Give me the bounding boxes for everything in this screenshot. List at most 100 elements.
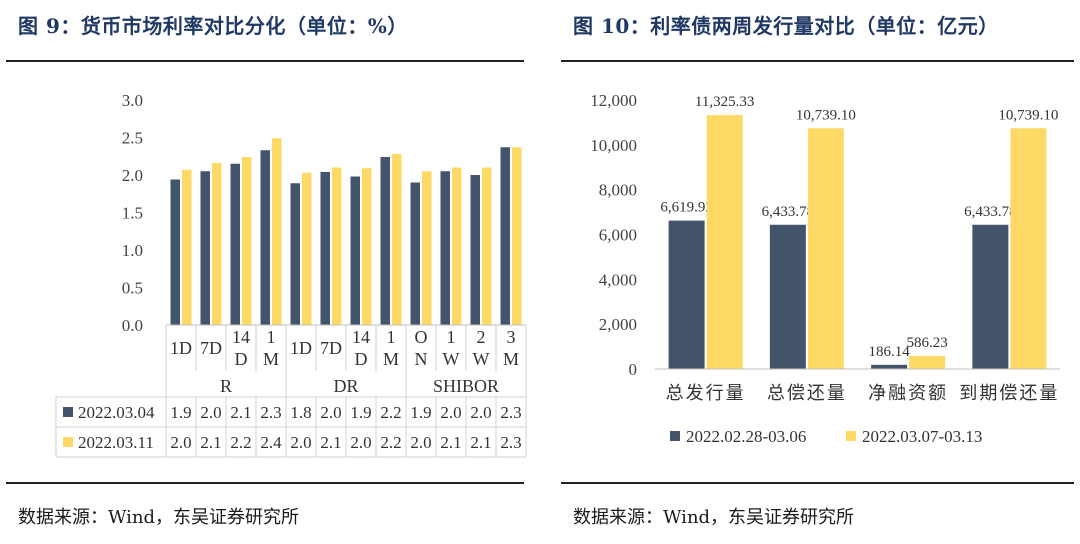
- left-panel: 图 9：货币市场利率对比分化（单位：%） 0.0 0.5 1.0 1.5 2.0 2.5 3…: [0, 0, 530, 544]
- bar-2022.03.04-7: [380, 157, 390, 325]
- y-tick-label: 0.0: [122, 316, 143, 335]
- table-value: 2.3: [260, 403, 281, 422]
- category-label: W: [443, 349, 460, 369]
- bar-2022.03.07-03.13-0: [706, 115, 743, 369]
- y-tick-label: 3.0: [122, 91, 143, 110]
- table-series-name: 2022.03.11: [78, 433, 154, 452]
- table-value: 1.9: [410, 403, 431, 422]
- right-panel: 图 10：利率债两周发行量对比（单位：亿元） 0 2,000 4,000 6,000 8…: [555, 0, 1080, 544]
- data-label: 11,325.33: [695, 94, 754, 110]
- bar-2022.03.11-1: [212, 163, 222, 325]
- left-figure-title: 图 9：货币市场利率对比分化（单位：%）: [18, 14, 408, 38]
- bar-2022.02.28-03.06-2: [871, 364, 908, 369]
- legend-swatch-2022.03.11: [63, 437, 73, 447]
- table-value: 2.0: [440, 403, 461, 422]
- table-value: 2.1: [440, 433, 461, 452]
- data-label: 586.23: [907, 335, 948, 351]
- table-value: 2.0: [470, 403, 491, 422]
- category-label: D: [355, 349, 368, 369]
- right-figure-title: 图 10：利率债两周发行量对比（单位：亿元）: [573, 14, 999, 38]
- table-value: 2.0: [290, 433, 311, 452]
- group-label-SHIBOR: SHIBOR: [433, 376, 499, 396]
- right-source-note: 数据来源：Wind，东吴证券研究所: [573, 507, 855, 528]
- bar-2022.03.11-4: [302, 172, 312, 325]
- table-value: 2.1: [470, 433, 491, 452]
- bar-2022.03.04-10: [470, 175, 480, 325]
- left-source-note: 数据来源：Wind，东吴证券研究所: [18, 507, 300, 528]
- y-tick-label: 8,000: [599, 181, 637, 200]
- category-label: 7D: [320, 338, 342, 358]
- bar-2022.03.11-8: [422, 171, 432, 325]
- category-label: M: [263, 349, 279, 369]
- legend-label: 2022.03.07-03.13: [862, 427, 982, 446]
- y-tick-label: 2,000: [599, 315, 637, 334]
- y-tick-label: 4,000: [599, 270, 637, 289]
- bar-2022.03.07-03.13-3: [1010, 128, 1047, 369]
- table-value: 2.1: [230, 403, 251, 422]
- bar-2022.03.04-4: [290, 183, 300, 325]
- table-value: 2.1: [200, 433, 221, 452]
- category-label: 1: [447, 327, 456, 347]
- y-tick-label: 6,000: [599, 226, 637, 245]
- category-label: 净融资额: [868, 383, 948, 404]
- y-tick-label: 1.0: [122, 241, 143, 260]
- left-bottom-rule: [6, 482, 524, 484]
- category-label: 14: [232, 327, 250, 347]
- category-label: M: [503, 349, 519, 369]
- table-value: 1.9: [350, 403, 371, 422]
- legend-swatch-2022.02.28-03.06: [670, 431, 680, 441]
- category-label: 1: [267, 327, 276, 347]
- table-value: 1.9: [170, 403, 191, 422]
- data-label: 6,433.78: [964, 204, 1017, 220]
- bar-2022.03.11-3: [272, 138, 282, 325]
- y-tick-label: 2.0: [122, 166, 143, 185]
- group-label-DR: DR: [333, 376, 358, 396]
- y-tick-label: 2.5: [122, 129, 143, 148]
- bar-2022.03.04-0: [170, 179, 180, 325]
- category-label: 到期偿还量: [959, 383, 1059, 404]
- bar-2022.03.07-03.13-2: [909, 355, 946, 369]
- left-top-rule: [6, 60, 524, 62]
- group-label-R: R: [220, 376, 232, 396]
- right-top-rule: [561, 60, 1074, 62]
- legend-label: 2022.02.28-03.06: [686, 427, 806, 446]
- table-value: 2.0: [320, 403, 341, 422]
- bar-2022.02.28-03.06-1: [769, 224, 806, 369]
- category-label: 7D: [200, 338, 222, 358]
- table-value: 2.0: [170, 433, 191, 452]
- table-value: 1.8: [290, 403, 311, 422]
- data-label: 10,739.10: [998, 107, 1058, 123]
- bar-2022.03.04-3: [260, 150, 270, 325]
- table-value: 2.2: [380, 403, 401, 422]
- bar-2022.03.11-2: [242, 157, 252, 325]
- category-label: 14: [352, 327, 370, 347]
- category-label: W: [473, 349, 490, 369]
- category-label: 1D: [290, 338, 312, 358]
- table-value: 2.0: [350, 433, 371, 452]
- y-tick-label: 0: [629, 360, 638, 379]
- bar-2022.03.11-10: [482, 167, 492, 325]
- bar-2022.03.11-9: [452, 167, 462, 325]
- bar-2022.03.04-5: [320, 172, 330, 325]
- data-label: 10,739.10: [796, 107, 856, 123]
- table-series-name: 2022.03.04: [78, 403, 155, 422]
- bar-2022.03.04-11: [500, 147, 510, 325]
- legend-swatch-2022.03.04: [63, 407, 73, 417]
- data-label: 6,619.92: [660, 200, 713, 216]
- bar-2022.03.11-0: [182, 169, 192, 325]
- data-label: 6,433.78: [762, 204, 815, 220]
- y-tick-label: 0.5: [122, 279, 143, 298]
- table-value: 2.3: [500, 403, 521, 422]
- bar-2022.03.04-6: [350, 176, 360, 325]
- category-label: O: [415, 327, 428, 347]
- table-value: 2.4: [260, 433, 282, 452]
- right-chart: 0 2,000 4,000 6,000 8,000 10,000 12,000 6,619.9…: [590, 91, 1060, 446]
- category-label: 1: [387, 327, 396, 347]
- category-label: N: [415, 349, 428, 369]
- category-label: 2: [477, 327, 486, 347]
- category-label: 总发行量: [666, 383, 746, 404]
- category-label: 3: [507, 327, 516, 347]
- bar-2022.02.28-03.06-0: [668, 220, 705, 369]
- data-label: 186.14: [869, 344, 911, 360]
